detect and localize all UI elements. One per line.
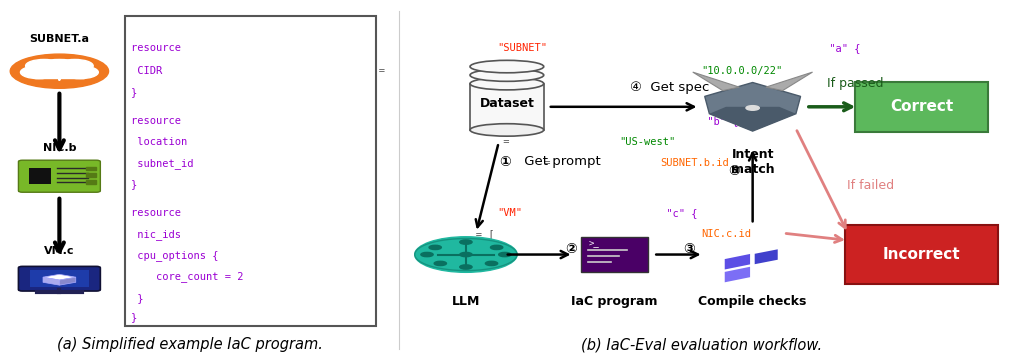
Text: VM.c: VM.c <box>44 246 75 256</box>
FancyBboxPatch shape <box>30 270 89 287</box>
Text: ③: ③ <box>683 242 695 256</box>
Text: CIDR: CIDR <box>131 66 163 76</box>
Text: resource: resource <box>131 116 187 126</box>
Text: }: } <box>131 179 137 189</box>
Text: }: } <box>131 313 137 323</box>
Text: LLM: LLM <box>452 295 480 309</box>
Text: Incorrect: Incorrect <box>883 247 961 262</box>
Text: Intent
match: Intent match <box>731 148 774 176</box>
Text: location: location <box>131 137 187 147</box>
Text: =: = <box>498 137 516 147</box>
Text: "SUBNET": "SUBNET" <box>498 43 548 53</box>
Polygon shape <box>43 274 76 280</box>
Text: NIC.c.id: NIC.c.id <box>700 229 751 239</box>
FancyBboxPatch shape <box>18 160 100 192</box>
Text: core_count = 2: core_count = 2 <box>131 272 244 282</box>
Text: Dataset: Dataset <box>479 97 535 110</box>
Text: ⑤: ⑤ <box>728 164 740 178</box>
Polygon shape <box>43 277 59 285</box>
Text: If failed: If failed <box>847 179 894 192</box>
Circle shape <box>415 237 517 272</box>
Text: =: = <box>335 66 391 76</box>
Text: ②: ② <box>565 242 578 256</box>
Circle shape <box>56 59 93 72</box>
Circle shape <box>745 106 759 110</box>
Text: ①: ① <box>499 155 511 169</box>
Text: SUBNET.a: SUBNET.a <box>30 35 89 44</box>
Circle shape <box>421 252 433 257</box>
Text: }: } <box>131 87 137 97</box>
Text: (b) IaC-Eval evaluation workflow.: (b) IaC-Eval evaluation workflow. <box>581 337 822 352</box>
Text: nic_ids: nic_ids <box>131 229 181 240</box>
Bar <box>86 167 96 170</box>
Circle shape <box>429 245 441 250</box>
Circle shape <box>499 252 511 257</box>
Polygon shape <box>755 249 778 264</box>
Polygon shape <box>705 83 801 131</box>
Bar <box>35 68 84 78</box>
Ellipse shape <box>470 124 544 136</box>
Text: }: } <box>131 293 143 303</box>
Text: subnet_id: subnet_id <box>131 158 194 168</box>
Ellipse shape <box>470 60 544 73</box>
Circle shape <box>485 261 498 266</box>
Text: NIC.b: NIC.b <box>43 143 76 153</box>
Text: Compile checks: Compile checks <box>698 295 807 309</box>
Text: IaC program: IaC program <box>571 295 657 309</box>
Bar <box>86 173 96 177</box>
Circle shape <box>26 59 62 72</box>
Text: =: = <box>539 158 557 168</box>
Text: resource: resource <box>131 208 187 218</box>
Text: "10.0.0.0/22": "10.0.0.0/22" <box>700 66 782 76</box>
Text: resource: resource <box>131 43 187 53</box>
Text: (a) Simplified example IaC program.: (a) Simplified example IaC program. <box>56 337 323 352</box>
Text: cpu_options {: cpu_options { <box>131 250 218 261</box>
Text: >_: >_ <box>588 239 599 248</box>
FancyBboxPatch shape <box>845 225 998 284</box>
Ellipse shape <box>470 78 544 90</box>
FancyBboxPatch shape <box>18 266 100 291</box>
Polygon shape <box>766 72 813 91</box>
FancyBboxPatch shape <box>29 168 51 184</box>
Text: SUBNET.b.id: SUBNET.b.id <box>660 158 729 168</box>
Circle shape <box>434 261 446 266</box>
Bar <box>86 180 96 184</box>
Circle shape <box>34 59 85 77</box>
Text: "NIC": "NIC" <box>498 116 528 126</box>
Circle shape <box>460 252 472 257</box>
Text: "US-west": "US-west" <box>620 137 676 147</box>
Text: "c" {: "c" { <box>660 208 697 218</box>
Circle shape <box>460 240 472 244</box>
Polygon shape <box>692 72 739 91</box>
Bar <box>470 84 544 130</box>
Text: "b" {: "b" { <box>700 116 738 126</box>
Text: "VM": "VM" <box>498 208 522 218</box>
Circle shape <box>460 265 472 269</box>
Polygon shape <box>59 277 76 285</box>
Text: "a" {: "a" { <box>823 43 860 53</box>
Circle shape <box>490 245 503 250</box>
Text: If passed: If passed <box>826 77 884 90</box>
Circle shape <box>61 66 98 79</box>
Polygon shape <box>725 254 750 269</box>
Polygon shape <box>710 107 796 131</box>
Text: Get prompt: Get prompt <box>520 156 601 168</box>
Text: ④  Get spec: ④ Get spec <box>630 81 710 94</box>
FancyBboxPatch shape <box>125 16 376 326</box>
FancyBboxPatch shape <box>855 82 988 132</box>
Circle shape <box>10 54 109 88</box>
Ellipse shape <box>470 69 544 82</box>
Text: Correct: Correct <box>890 99 953 114</box>
Polygon shape <box>725 267 750 282</box>
Text: = [: = [ <box>457 229 495 239</box>
Circle shape <box>20 66 57 79</box>
FancyBboxPatch shape <box>582 237 648 272</box>
